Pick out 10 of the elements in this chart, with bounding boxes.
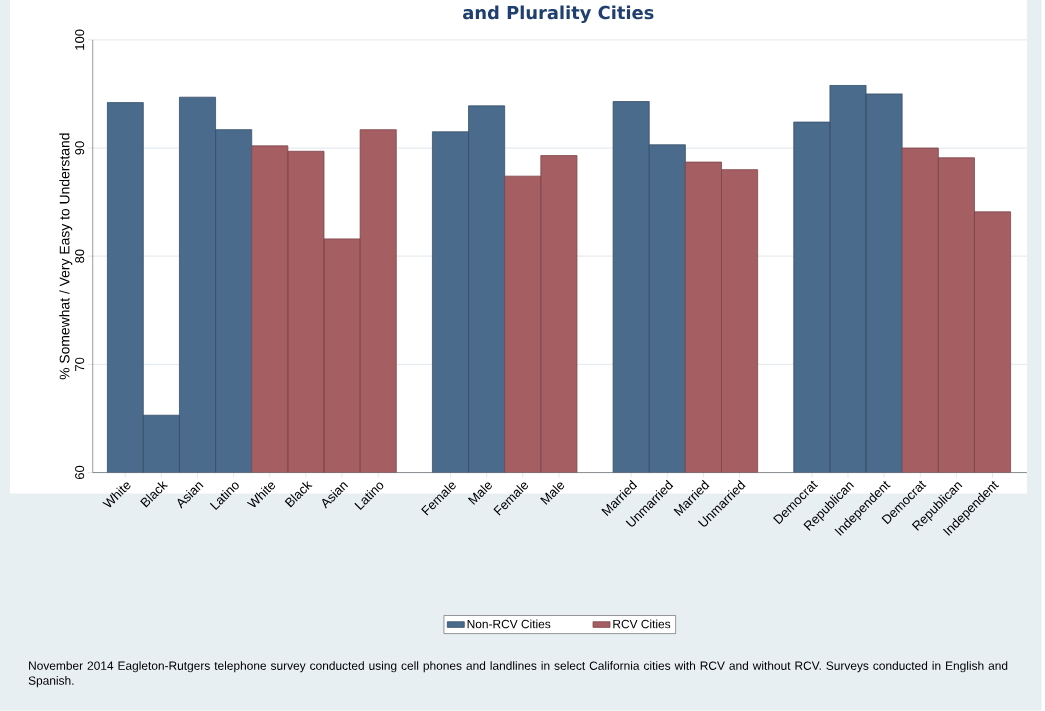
text: November 2014 Eagleton-Rutgers telephone survey conducted using cell phones and landlines in select California cities with RCV and without RCV. Surveys conducted in English and Spanish. (28, 661, 1008, 688)
y-tick-label: 90 (75, 141, 85, 155)
y-tick-label: 70 (75, 357, 85, 371)
y-tick-label: 100 (75, 29, 85, 50)
y-tick-label: 80 (75, 249, 85, 263)
y-tick-label: 60 (75, 465, 85, 480)
legend-label: Non-RCV Cities (467, 619, 551, 629)
y-axis-title: % Somewhat / Very Easy to Understand (59, 133, 73, 380)
legend-label: RCV Cities (613, 619, 671, 629)
chart-title: and Plurality Cities (463, 5, 654, 24)
